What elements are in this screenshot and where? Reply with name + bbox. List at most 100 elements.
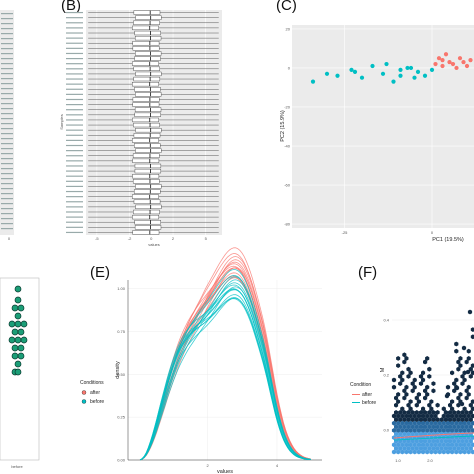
panel-f-hexbin (450, 413, 455, 419)
panel-f-hexbin (470, 449, 474, 455)
panel-b-sample-label (66, 88, 83, 90)
panel-f-hexbin (433, 413, 438, 419)
panel-f-hexbin (404, 356, 409, 361)
panel-f-hexbin (416, 442, 421, 448)
panel-a-row-label (1, 78, 13, 80)
panel-c-point-before (429, 67, 435, 72)
panel-f-hexbin (427, 417, 432, 422)
panel-f-hexbin (462, 442, 467, 448)
panel-a-row-label (1, 118, 13, 120)
panel-b-x-axis-label: values (148, 242, 160, 247)
panel-f-hexbin (396, 392, 401, 397)
panel-f-hexbin (423, 424, 428, 430)
panel-f-trend-before (393, 435, 474, 441)
panel-f-hexbin (470, 406, 474, 412)
panel-f-hexbin (458, 413, 463, 419)
panel-f-hexbin (444, 393, 450, 399)
panel-f-hexbin (421, 370, 426, 376)
panel-b-box (132, 97, 160, 102)
panel-a-row-label (1, 198, 13, 200)
panel-f-hexbin (462, 449, 467, 455)
panel-f-hexbin (443, 438, 448, 444)
panel-f-hexbin (437, 442, 442, 448)
panel-b-box (132, 61, 159, 66)
panel-c-point-before (405, 65, 410, 71)
panel-c-point-after (464, 63, 470, 69)
panel-f-hexbin (391, 384, 397, 390)
panel-c-point-before (384, 61, 389, 67)
panel-f-hexbin (402, 352, 407, 358)
panel-a-row-label (1, 38, 13, 40)
panel-f-hexbin (450, 420, 455, 426)
panel-f-hexbin (433, 442, 438, 448)
panel-f-hexbin (406, 374, 411, 379)
panel-f-hexbin (402, 417, 407, 422)
panel-c-point-before (415, 69, 421, 74)
panel-f-hexbin (456, 402, 461, 408)
panel-f-hexbin (406, 431, 411, 437)
panel-a-x-tick: 0 (8, 236, 11, 241)
panel-f-hexbin (406, 417, 411, 422)
panel-a-row-label (1, 188, 13, 190)
panel-b-sample-label (66, 134, 83, 136)
panel-e-line-before (139, 288, 311, 461)
panel-f-hexbin (443, 410, 448, 415)
panel-b-sample-label (66, 73, 83, 75)
panel-c-point-before (412, 75, 417, 80)
panel-f-y-axis-label: M (380, 367, 386, 372)
panel-d-point (20, 320, 28, 328)
panel-f-hexbin (429, 413, 434, 419)
panel-f-hexbin (454, 420, 459, 426)
panel-f-hexbin (398, 431, 403, 437)
panel-f-hexbin (452, 417, 457, 422)
panel-f-hexbin (394, 417, 399, 422)
panel-f-hexbin (406, 438, 411, 444)
panel-d-point (17, 304, 25, 312)
panel-f-hexbin (448, 446, 453, 451)
panel-a-row-label (1, 58, 13, 60)
panel-f-hexbin (402, 359, 407, 365)
panel-f-hexbin (450, 449, 455, 455)
panel-f-hexbin (416, 399, 421, 404)
panel-b-sample-label (66, 37, 83, 39)
panel-b-y-axis-label: Samples (59, 114, 64, 130)
panel-f-hexbin (452, 381, 457, 386)
panel-b-sample-label (66, 47, 83, 49)
panel-a-row-label (1, 28, 13, 30)
panel-b-box (134, 168, 162, 174)
panel-b-box (135, 15, 162, 20)
panel-f-legend-label-before: before (362, 400, 376, 406)
panel-f-hexbin (466, 392, 471, 397)
panel-f-hexbin (425, 392, 430, 397)
panel-d-point (14, 312, 22, 320)
panel-b-box (135, 148, 162, 153)
panel-f-hexbin (458, 449, 463, 455)
panel-f-hexbin (459, 401, 465, 407)
panel-f-hexbin (404, 435, 409, 440)
panel-f-hexbin (466, 442, 471, 448)
panel-b-box (134, 112, 161, 117)
panel-f-hexbin (454, 348, 459, 354)
panel-b-sample-label (66, 216, 83, 218)
panel-f-hexbin (452, 438, 457, 444)
panel-b-sample-label (66, 231, 83, 234)
panel-f-hexbin (470, 363, 474, 368)
panel-f-hexbin (425, 442, 430, 448)
panel-b-sample-label (66, 190, 83, 193)
panel-f-hexbin (466, 428, 471, 433)
panel-f-hexbin (391, 413, 397, 419)
panel-b-sample-label (66, 83, 83, 85)
panel-f-hexbin (406, 402, 411, 408)
panel-f-hexbin (423, 395, 428, 401)
panel-b-box (134, 30, 161, 36)
panel-f-hexbin (456, 438, 461, 444)
panel-f-hexbin (435, 417, 440, 422)
panel-b-x-tick: 0 (150, 236, 153, 241)
panel-f-hexbin (425, 449, 430, 455)
panel-b-box (132, 117, 159, 123)
panel-e-line-before (139, 297, 311, 461)
panel-b-box (135, 92, 162, 97)
panel-f-x-tick: 2.0 (427, 458, 433, 463)
panel-f-hexbin (439, 446, 444, 451)
panel-f-hexbin (448, 424, 453, 430)
